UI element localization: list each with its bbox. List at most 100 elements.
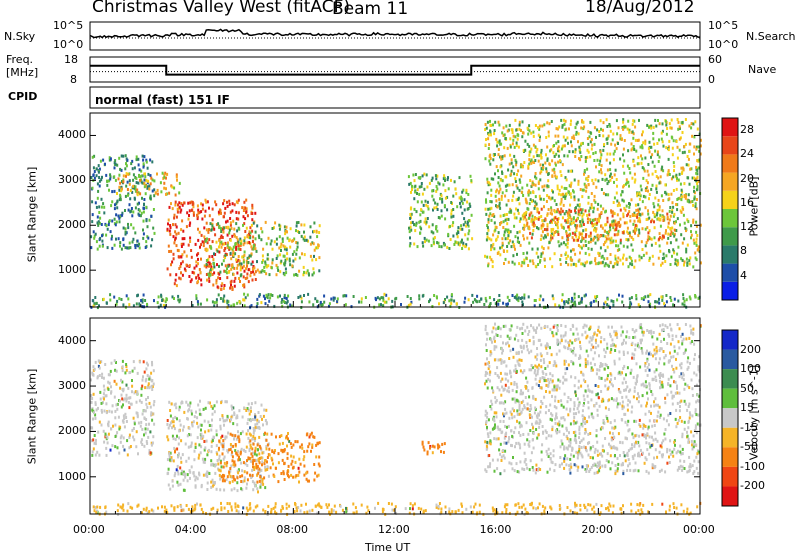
power-cell [283,263,286,267]
power-cell [215,298,218,302]
power-cell [183,250,186,254]
power-cell [175,175,178,179]
power-cell [281,304,284,308]
power-cell [127,246,130,250]
power-cell [493,132,496,136]
power-cell [344,303,347,307]
power-cell [464,233,467,237]
power-cell [671,153,674,157]
power-cell [568,213,571,217]
power-cell [271,261,274,265]
velocity-cell [545,379,548,383]
velocity-cell [197,456,200,460]
power-cell [565,178,568,182]
power-cell [277,268,280,272]
power-cell [546,158,549,162]
power-cell [160,293,163,297]
power-cell [580,142,583,146]
power-cell [566,218,569,222]
power-cell [134,189,137,193]
power-cell [141,154,144,158]
power-cell [485,198,487,202]
power-cell [615,178,618,181]
velocity-cell [246,509,249,513]
power-cell [563,300,566,304]
power-cell [251,206,254,210]
power-cell [599,261,602,265]
power-cell [286,257,289,261]
power-cell [201,203,204,207]
velocity-cell [120,393,123,397]
power-cell [516,208,519,212]
power-cell [547,246,550,250]
power-cell [543,257,546,261]
power-cell [234,234,236,238]
velocity-cell [204,430,207,434]
power-cell [651,183,654,187]
power-cell [242,298,245,302]
power-cell [254,211,257,215]
power-cell [241,255,244,259]
power-cell [204,238,207,242]
power-cell [253,272,256,276]
power-cell [573,296,576,300]
power-cell [221,262,223,266]
power-cell [469,204,472,208]
power-cell [616,221,619,225]
power-cell [577,140,579,144]
power-cell [631,176,634,180]
power-cell [213,304,216,308]
power-cell [172,257,175,261]
power-cell [378,297,381,301]
power-cell [606,168,609,172]
power-cell [667,236,670,240]
power-cell [101,244,104,248]
power-cell [564,138,567,142]
power-cell [606,257,609,261]
velocity-cell [92,505,95,509]
velocity-cell [642,503,645,507]
velocity-cell [114,423,117,427]
power-cell [138,168,141,172]
power-cell [693,152,695,156]
velocity-cell [169,487,172,491]
velocity-cell [514,503,517,507]
velocity-cell [266,443,269,447]
power-cell [551,196,554,200]
velocity-cell [315,443,318,447]
velocity-cell [339,504,342,508]
power-cell [641,144,644,148]
power-cell [430,230,433,234]
power-cell [229,286,232,290]
power-cell [314,297,317,301]
velocity-cell [127,502,130,506]
velocity-cell [105,446,108,450]
velocity-cell [231,450,233,454]
power-cell [512,190,515,194]
power-cell [224,270,227,273]
power-cell [243,298,246,302]
power-cell [627,232,630,235]
power-cell [540,148,543,152]
power-cell [504,228,507,232]
power-cell [140,169,143,173]
power-cell [538,211,541,215]
power-cell [150,214,153,218]
velocity-cell [91,426,94,430]
velocity-cell [580,439,583,443]
power-cell [220,245,223,249]
power-cell [241,206,244,210]
power-cell [140,211,143,215]
velocity-cell [143,416,146,420]
velocity-cell [238,458,241,462]
power-cell [644,187,647,191]
velocity-cell [228,502,231,506]
velocity-cell [313,435,316,439]
velocity-cell [144,409,147,413]
power-cell [553,231,556,234]
power-cell [521,260,524,264]
power-cell [548,240,551,244]
power-cell [584,239,587,243]
velocity-cell [103,440,106,444]
power-cell [176,248,179,252]
